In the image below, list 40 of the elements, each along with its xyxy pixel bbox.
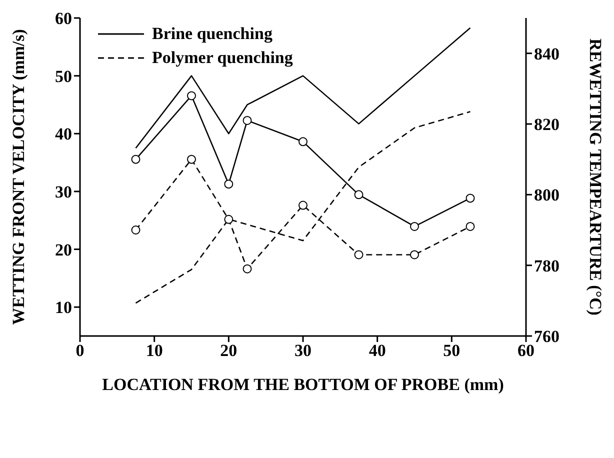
y2-tick-label: 820 xyxy=(534,115,560,134)
y2-tick-label: 840 xyxy=(534,44,560,64)
y2-tick-label: 800 xyxy=(534,186,560,205)
x-tick-label: 0 xyxy=(76,341,84,360)
point xyxy=(354,190,364,200)
point xyxy=(242,264,252,274)
y-tick-label: 60 xyxy=(55,9,72,28)
point xyxy=(131,226,140,234)
x-tick-label: 50 xyxy=(443,341,460,360)
y-tick-label: 50 xyxy=(55,66,72,86)
point xyxy=(466,194,475,203)
y-tick-label: 20 xyxy=(55,240,72,260)
y2-tick-label: 780 xyxy=(534,256,560,276)
point xyxy=(242,116,252,125)
point xyxy=(298,137,308,146)
x-tick-label: 40 xyxy=(368,341,386,360)
x-tick-label: 20 xyxy=(220,341,238,360)
legend-label: Brine quenching xyxy=(152,24,272,44)
point xyxy=(224,214,234,224)
y2-axis-title: REWETTING TEMPEARTURE (°C) xyxy=(586,38,605,316)
point xyxy=(131,154,140,164)
point xyxy=(354,250,364,260)
y-tick-label: 10 xyxy=(55,298,72,318)
point xyxy=(410,222,419,231)
x-tick-label: 10 xyxy=(146,341,163,360)
y-tick-label: 30 xyxy=(55,182,72,202)
line-series xyxy=(135,27,471,149)
legend-label: Polymer quenching xyxy=(152,48,293,68)
x-tick-label: 30 xyxy=(294,341,312,360)
x-axis-title: LOCATION FROM THE BOTTOM OF PROBE (mm) xyxy=(102,375,504,394)
y-tick-label: 40 xyxy=(55,124,72,144)
y2-tick-label: 760 xyxy=(534,327,560,346)
x-tick-label: 60 xyxy=(518,341,534,360)
point xyxy=(187,91,196,100)
point xyxy=(187,154,196,164)
point xyxy=(410,250,419,260)
point xyxy=(224,180,234,189)
y-axis-title: WETTING FRONT VELOCITY (mm/s) xyxy=(9,29,28,325)
point xyxy=(466,222,475,231)
point xyxy=(298,200,308,210)
